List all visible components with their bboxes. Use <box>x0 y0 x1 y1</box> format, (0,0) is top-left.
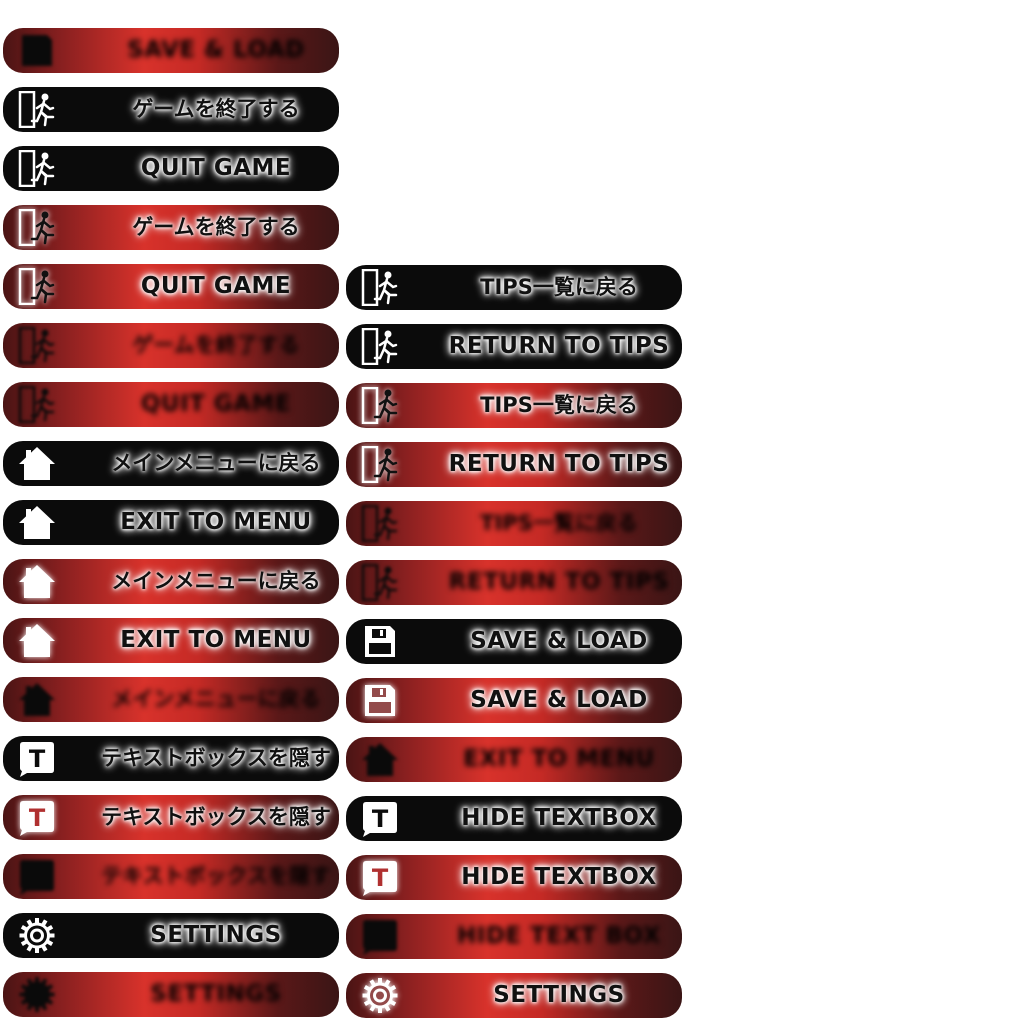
exit-door-icon <box>360 268 400 307</box>
jp-button-hover[interactable]: メインメニューに戻る <box>3 559 339 604</box>
button-label: HIDE TEXTBOX <box>461 805 657 831</box>
button-label: テキストボックスを隠す <box>101 864 331 888</box>
button-label: SETTINGS <box>150 922 282 948</box>
button-label: EXIT TO MENU <box>120 627 312 653</box>
button-label: SAVE & LOAD <box>127 37 305 63</box>
exit-to-menu-button-hover[interactable]: EXIT TO MENU <box>3 618 339 663</box>
exit-to-menu-button-disabled: EXIT TO MENU <box>346 737 682 782</box>
button-label: RETURN TO TIPS <box>448 569 670 595</box>
exit-door-icon <box>17 90 57 129</box>
button-label: メインメニューに戻る <box>111 569 321 593</box>
svg-text:T: T <box>372 805 389 833</box>
exit-door-icon <box>360 327 400 366</box>
exit-door-icon <box>17 267 57 306</box>
hide-textbox-button-hover[interactable]: T HIDE TEXTBOX <box>346 855 682 900</box>
tips-button-normal[interactable]: TIPS一覧に戻る <box>346 265 682 310</box>
textbox-icon: T <box>360 859 400 896</box>
svg-text:T: T <box>372 923 389 951</box>
settings-button-normal[interactable]: SETTINGS <box>3 913 339 958</box>
return-to-tips-button-disabled: RETURN TO TIPS <box>346 560 682 605</box>
exit-door-icon <box>17 326 57 365</box>
textbox-icon: T <box>360 800 400 837</box>
exit-door-icon <box>360 386 400 425</box>
textbox-icon: T <box>17 799 57 836</box>
button-label: HIDE TEXT BOX <box>457 923 661 949</box>
button-label: RETURN TO TIPS <box>448 333 670 359</box>
tips-button-disabled: TIPS一覧に戻る <box>346 501 682 546</box>
button-label: SAVE & LOAD <box>470 628 648 654</box>
settings-button-hover[interactable]: SETTINGS <box>346 973 682 1018</box>
button-label: QUIT GAME <box>140 273 292 299</box>
exit-door-icon <box>360 445 400 484</box>
quit-game-button-normal[interactable]: QUIT GAME <box>3 146 339 191</box>
gear-icon <box>17 976 57 1013</box>
jp-button-hover[interactable]: ゲームを終了する <box>3 205 339 250</box>
button-label: メインメニューに戻る <box>111 687 321 711</box>
quit-game-button-hover[interactable]: QUIT GAME <box>3 264 339 309</box>
exit-door-icon <box>360 563 400 602</box>
floppy-disk-icon <box>360 682 400 719</box>
button-label: RETURN TO TIPS <box>448 451 670 477</box>
exit-door-icon <box>17 149 57 188</box>
button-label: SETTINGS <box>150 981 282 1007</box>
textbox-icon: T <box>17 858 57 895</box>
button-label: ゲームを終了する <box>132 333 300 357</box>
button-label: EXIT TO MENU <box>463 746 655 772</box>
save-load-button-hover[interactable]: SAVE & LOAD <box>346 678 682 723</box>
exit-door-icon <box>17 385 57 424</box>
floppy-disk-icon <box>360 623 400 660</box>
svg-text:T: T <box>29 745 46 773</box>
button-label: SAVE & LOAD <box>470 687 648 713</box>
home-icon <box>17 563 57 600</box>
tips-button-hover[interactable]: TIPS一覧に戻る <box>346 383 682 428</box>
button-label: QUIT GAME <box>140 155 292 181</box>
button-label: TIPS一覧に戻る <box>480 393 638 417</box>
exit-door-icon <box>17 208 57 247</box>
button-label: メインメニューに戻る <box>111 451 321 475</box>
return-to-tips-button-normal[interactable]: RETURN TO TIPS <box>346 324 682 369</box>
settings-button-disabled: SETTINGS <box>3 972 339 1017</box>
floppy-disk-icon <box>17 32 57 69</box>
exit-to-menu-button-normal[interactable]: EXIT TO MENU <box>3 500 339 545</box>
quit-game-button-disabled: QUIT GAME <box>3 382 339 427</box>
button-label: SETTINGS <box>493 982 625 1008</box>
svg-text:T: T <box>29 804 46 832</box>
button-label: ゲームを終了する <box>132 215 300 239</box>
jp-button-hover[interactable]: T テキストボックスを隠す <box>3 795 339 840</box>
jp-button-disabled: メインメニューに戻る <box>3 677 339 722</box>
textbox-icon: T <box>17 740 57 777</box>
hide-textbox-button-normal[interactable]: T HIDE TEXTBOX <box>346 796 682 841</box>
svg-text:T: T <box>29 863 46 891</box>
button-label: HIDE TEXTBOX <box>461 864 657 890</box>
return-to-tips-button-hover[interactable]: RETURN TO TIPS <box>346 442 682 487</box>
home-icon <box>17 504 57 541</box>
exit-door-icon <box>360 504 400 543</box>
jp-button-normal[interactable]: T テキストボックスを隠す <box>3 736 339 781</box>
svg-text:T: T <box>372 864 389 892</box>
home-icon <box>360 741 400 778</box>
jp-button-disabled: ゲームを終了する <box>3 323 339 368</box>
save-load-button-disabled: SAVE & LOAD <box>3 28 339 73</box>
button-label: TIPS一覧に戻る <box>480 275 638 299</box>
button-label: QUIT GAME <box>140 391 292 417</box>
home-icon <box>17 622 57 659</box>
save-load-button-normal[interactable]: SAVE & LOAD <box>346 619 682 664</box>
jp-button-normal[interactable]: ゲームを終了する <box>3 87 339 132</box>
jp-button-disabled: T テキストボックスを隠す <box>3 854 339 899</box>
button-label: TIPS一覧に戻る <box>480 511 638 535</box>
hide-text-box-button-disabled: T HIDE TEXT BOX <box>346 914 682 959</box>
home-icon <box>17 445 57 482</box>
jp-button-normal[interactable]: メインメニューに戻る <box>3 441 339 486</box>
button-label: テキストボックスを隠す <box>101 746 331 770</box>
button-label: テキストボックスを隠す <box>101 805 331 829</box>
textbox-icon: T <box>360 918 400 955</box>
gear-icon <box>360 977 400 1014</box>
home-icon <box>17 681 57 718</box>
button-label: ゲームを終了する <box>132 97 300 121</box>
button-label: EXIT TO MENU <box>120 509 312 535</box>
gear-icon <box>17 917 57 954</box>
